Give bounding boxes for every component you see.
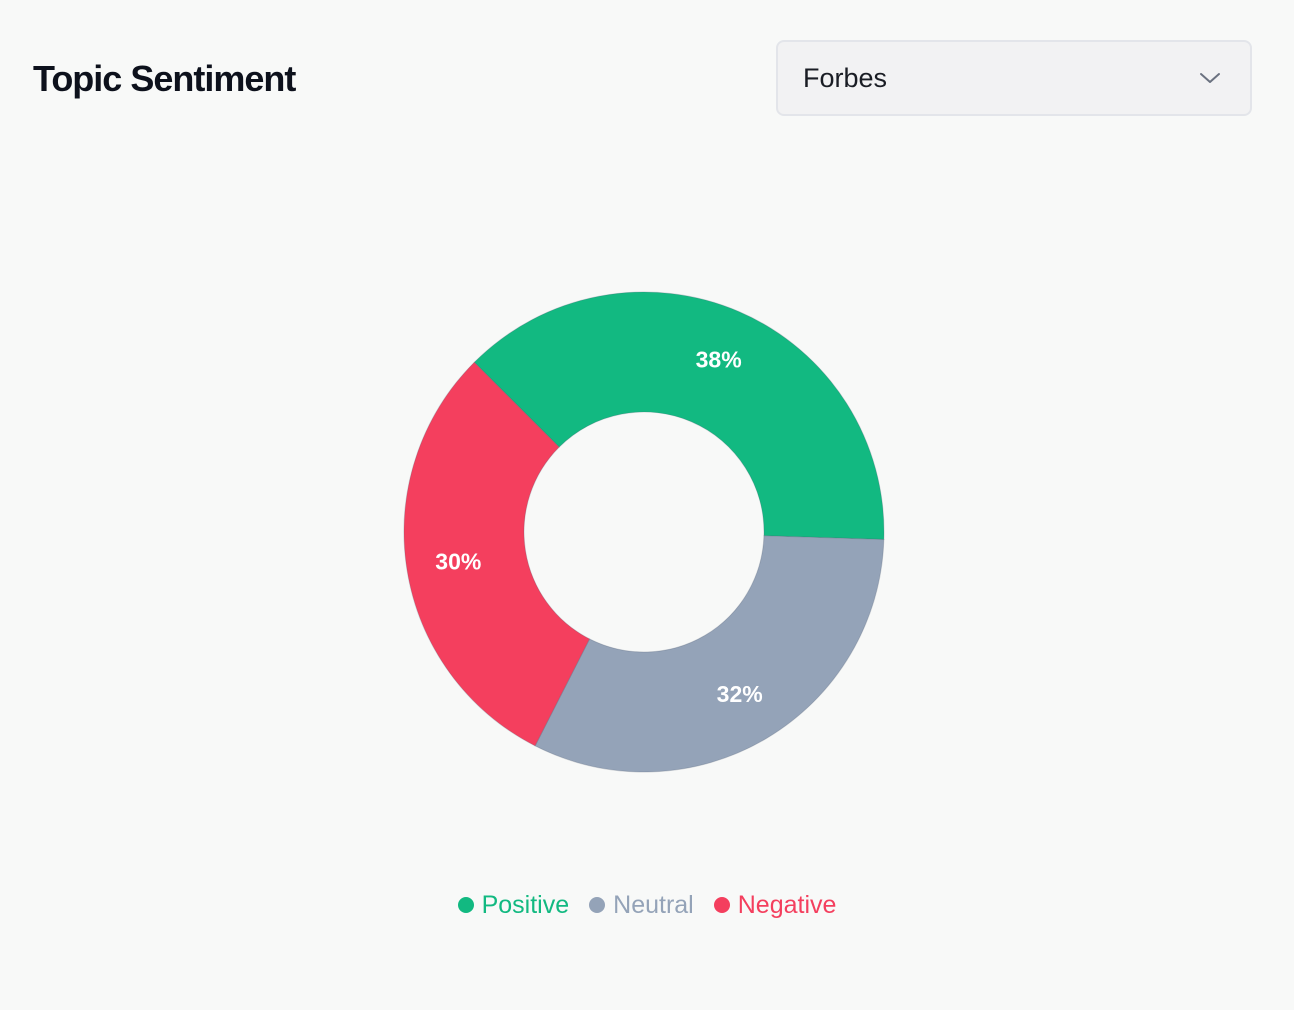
page-title: Topic Sentiment (33, 58, 296, 99)
legend-label-positive: Positive (481, 891, 570, 919)
legend-label-negative: Negative (737, 891, 837, 919)
legend-item-negative[interactable]: Negative (713, 888, 837, 922)
legend-label-neutral: Neutral (613, 891, 694, 919)
source-select[interactable]: Forbes (776, 40, 1252, 116)
legend-dot-positive (457, 897, 474, 913)
legend-item-neutral[interactable]: Neutral (589, 888, 694, 922)
legend-item-positive[interactable]: Positive (457, 888, 570, 922)
donut-slice-neutral[interactable] (534, 535, 885, 773)
legend-dot-neutral (589, 897, 606, 913)
donut-slice-positive[interactable] (473, 291, 885, 541)
chart-legend: Positive Neutral Negative (0, 888, 1294, 922)
donut-slice-negative[interactable] (403, 361, 591, 747)
donut-slices (403, 291, 885, 773)
chevron-down-icon (1198, 66, 1222, 90)
source-select-value: Forbes (803, 62, 888, 93)
legend-dot-negative (713, 897, 730, 913)
